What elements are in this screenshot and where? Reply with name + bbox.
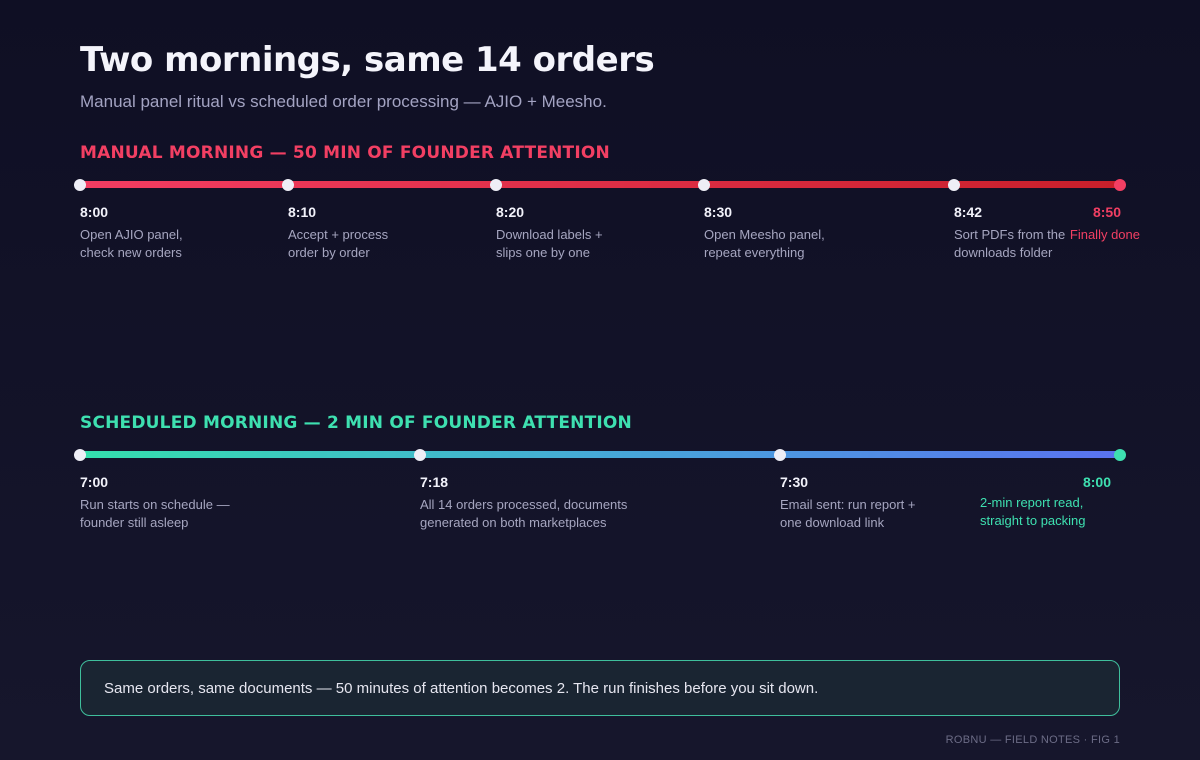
manual-stop: 8:30 Open Meesho panel, repeat everythin… bbox=[704, 204, 934, 262]
manual-stop-text: Open AJIO panel, check new orders bbox=[80, 227, 183, 260]
scheduled-timeline-dot bbox=[74, 448, 86, 461]
manual-stop-text: Sort PDFs from the downloads folder bbox=[954, 227, 1066, 260]
manual-final-time: 8:50 bbox=[1092, 204, 1121, 220]
scheduled-timeline-track bbox=[80, 451, 1120, 458]
manual-stop-time: 8:20 bbox=[496, 204, 525, 220]
manual-timeline-track bbox=[80, 181, 1120, 188]
scheduled-stop-text: Run starts on schedule — founder still a… bbox=[80, 497, 230, 530]
manual-final-text: Finally done bbox=[1069, 227, 1140, 242]
manual-stop-time: 8:10 bbox=[288, 204, 317, 220]
scheduled-stop: 7:00 Run starts on schedule — founder st… bbox=[80, 474, 380, 532]
scheduled-section-heading: SCHEDULED MORNING — 2 MIN OF FOUNDER ATT… bbox=[80, 413, 632, 433]
manual-stop-text: Download labels + slips one by one bbox=[496, 227, 603, 260]
manual-timeline-dot bbox=[490, 178, 502, 191]
page-subtitle: Manual panel ritual vs scheduled order p… bbox=[80, 92, 607, 111]
scheduled-stop-text: Email sent: run report + one download li… bbox=[780, 497, 916, 530]
page-title: Two mornings, same 14 orders bbox=[80, 40, 655, 80]
manual-stop: 8:20 Download labels + slips one by one bbox=[496, 204, 726, 262]
manual-stop: 8:00 Open AJIO panel, check new orders bbox=[80, 204, 310, 262]
manual-timeline-dot bbox=[698, 178, 710, 191]
manual-stop-time: 8:30 bbox=[704, 204, 733, 220]
scheduled-stop: 7:30 Email sent: run report + one downlo… bbox=[780, 474, 960, 532]
manual-timeline-dot bbox=[282, 178, 294, 191]
manual-stop-time: 8:42 bbox=[954, 204, 983, 220]
summary-callout: Same orders, same documents — 50 minutes… bbox=[80, 660, 1120, 716]
scheduled-stop-time: 7:18 bbox=[420, 474, 449, 490]
manual-timeline-dot bbox=[948, 178, 960, 191]
manual-stop-time: 8:00 bbox=[80, 204, 109, 220]
scheduled-timeline-dot bbox=[414, 448, 426, 461]
manual-stop-text: Open Meesho panel, repeat everything bbox=[704, 227, 825, 260]
scheduled-stop: 7:18 All 14 orders processed, documents … bbox=[420, 474, 740, 532]
manual-stop: 8:10 Accept + process order by order bbox=[288, 204, 518, 262]
scheduled-final-text: 2-min report read, straight to packing bbox=[980, 495, 1086, 528]
scheduled-stop-time: 7:30 bbox=[780, 474, 809, 490]
scheduled-stop-text: All 14 orders processed, documents gener… bbox=[420, 497, 628, 530]
manual-stop-text: Accept + process order by order bbox=[288, 227, 389, 260]
scheduled-timeline-dot bbox=[774, 448, 786, 461]
scheduled-timeline-end-dot bbox=[1114, 448, 1126, 461]
scheduled-final-stop: 8:00 bbox=[990, 474, 1111, 496]
figure-footer: ROBNU — FIELD NOTES · FIG 1 bbox=[945, 734, 1120, 746]
scheduled-final-time: 8:00 bbox=[1082, 474, 1111, 490]
manual-timeline-end-dot bbox=[1114, 178, 1126, 191]
manual-final-stop: 8:50 Finally done bbox=[1000, 204, 1140, 244]
manual-timeline-dot bbox=[74, 178, 86, 191]
manual-section-heading: MANUAL MORNING — 50 MIN OF FOUNDER ATTEN… bbox=[80, 143, 610, 163]
manual-stop: 8:42 Sort PDFs from the downloads folder bbox=[954, 204, 1094, 262]
summary-callout-text: Same orders, same documents — 50 minutes… bbox=[104, 679, 819, 697]
scheduled-stop-time: 7:00 bbox=[80, 474, 109, 490]
